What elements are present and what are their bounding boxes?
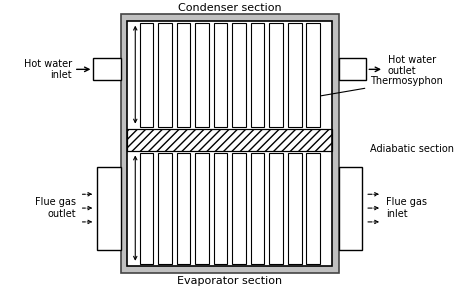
Bar bbox=[140, 152, 153, 264]
Bar bbox=[214, 152, 228, 264]
Bar bbox=[177, 23, 191, 126]
Bar bbox=[121, 14, 339, 272]
Bar bbox=[128, 128, 332, 151]
Bar bbox=[288, 152, 301, 264]
Bar bbox=[177, 152, 191, 264]
Bar bbox=[269, 152, 283, 264]
Text: Flue gas
inlet: Flue gas inlet bbox=[386, 197, 427, 219]
Bar bbox=[232, 152, 246, 264]
Bar bbox=[128, 21, 332, 266]
Text: $L_c$: $L_c$ bbox=[140, 68, 151, 81]
Bar bbox=[251, 23, 264, 126]
Bar bbox=[232, 23, 246, 126]
Text: Hot water
inlet: Hot water inlet bbox=[24, 58, 72, 80]
Bar bbox=[306, 152, 320, 264]
Text: Evaporator section: Evaporator section bbox=[177, 276, 283, 286]
Bar bbox=[288, 23, 301, 126]
Bar bbox=[251, 152, 264, 264]
Text: Thermosyphon: Thermosyphon bbox=[307, 76, 443, 100]
Bar bbox=[158, 23, 172, 126]
Text: Condenser section: Condenser section bbox=[178, 3, 282, 13]
Bar bbox=[339, 58, 366, 80]
Text: Adiabatic section: Adiabatic section bbox=[370, 145, 454, 154]
Text: $L_e$: $L_e$ bbox=[140, 202, 151, 214]
Bar bbox=[269, 23, 283, 126]
Bar bbox=[306, 23, 320, 126]
Bar bbox=[97, 167, 121, 250]
Text: Flue gas
outlet: Flue gas outlet bbox=[35, 197, 76, 219]
Text: Hot water
outlet: Hot water outlet bbox=[388, 55, 436, 76]
Bar bbox=[128, 128, 332, 151]
Bar bbox=[93, 58, 121, 80]
Bar bbox=[158, 152, 172, 264]
Bar bbox=[339, 167, 363, 250]
Bar bbox=[195, 152, 209, 264]
Bar bbox=[195, 23, 209, 126]
Bar bbox=[214, 23, 228, 126]
Bar bbox=[140, 23, 153, 126]
